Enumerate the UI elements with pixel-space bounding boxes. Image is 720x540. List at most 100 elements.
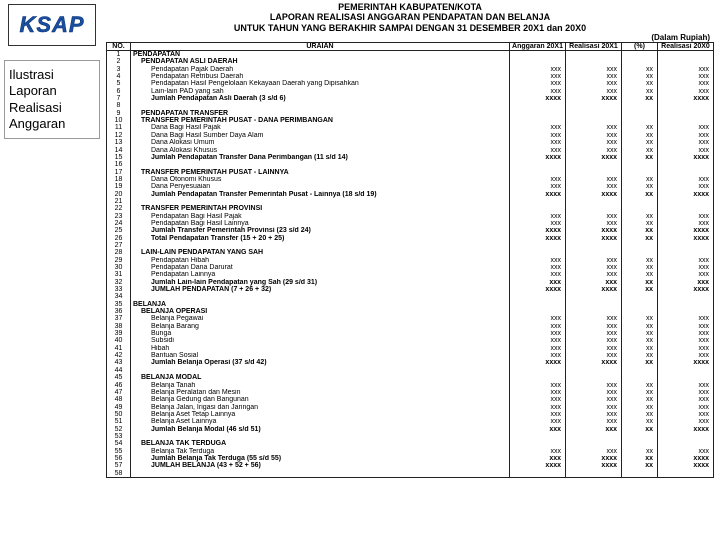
logo: KSAP xyxy=(8,4,96,46)
cell-uraian: Pendapatan Hibah xyxy=(131,257,510,264)
cell-no: 52 xyxy=(107,426,131,433)
table-row: 4Pendapatan Retribusi Daerahxxxxxxxxxxx xyxy=(107,73,714,80)
cell-no: 20 xyxy=(107,191,131,198)
cell-anggaran: xxx xyxy=(510,330,566,337)
cell-real-x0 xyxy=(658,374,714,381)
cell-no: 35 xyxy=(107,301,131,308)
cell-real-x0: xxx xyxy=(658,213,714,220)
cell-no: 9 xyxy=(107,110,131,117)
cell-real-x1: xxx xyxy=(566,271,622,278)
cell-no: 40 xyxy=(107,337,131,344)
cell-no: 15 xyxy=(107,154,131,161)
table-row: 25Jumlah Transfer Pemerintah Provinsi (2… xyxy=(107,227,714,234)
cell-percent: xx xyxy=(622,345,658,352)
cell-anggaran: xxx xyxy=(510,213,566,220)
cell-uraian: Bunga xyxy=(131,330,510,337)
cell-real-x1: xxx xyxy=(566,147,622,154)
cell-percent: xx xyxy=(622,315,658,322)
cell-uraian: Belanja Barang xyxy=(131,323,510,330)
table-row: 5Pendapatan Hasil Pengelolaan Kekayaan D… xyxy=(107,80,714,87)
cell-uraian xyxy=(131,161,510,168)
cell-no: 10 xyxy=(107,117,131,124)
cell-anggaran: xxx xyxy=(510,264,566,271)
cell-real-x1: xxx xyxy=(566,352,622,359)
cell-no: 44 xyxy=(107,367,131,374)
cell-real-x0 xyxy=(658,117,714,124)
cell-real-x0 xyxy=(658,58,714,65)
cell-anggaran: xxx xyxy=(510,73,566,80)
cell-no: 55 xyxy=(107,448,131,455)
cell-percent: xx xyxy=(622,66,658,73)
cell-no: 42 xyxy=(107,352,131,359)
cell-real-x1: xxx xyxy=(566,183,622,190)
cell-real-x0: xxx xyxy=(658,132,714,139)
table-row: 36BELANJA OPERASI xyxy=(107,308,714,315)
table-row: 44 xyxy=(107,367,714,374)
cell-real-x1: xxx xyxy=(566,220,622,227)
table-row: 55Belanja Tak Terdugaxxxxxxxxxxx xyxy=(107,448,714,455)
cell-percent: xx xyxy=(622,124,658,131)
cell-anggaran: xxx xyxy=(510,396,566,403)
cell-real-x1: xxxx xyxy=(566,455,622,462)
table-row: 33JUMLAH PENDAPATAN (7 + 26 + 32)xxxxxxx… xyxy=(107,286,714,293)
cell-anggaran: xxx xyxy=(510,139,566,146)
cell-no: 30 xyxy=(107,264,131,271)
cell-real-x1: xxx xyxy=(566,411,622,418)
cell-uraian: Belanja Peralatan dan Mesin xyxy=(131,389,510,396)
cell-real-x0: xxx xyxy=(658,337,714,344)
cell-real-x1: xxx xyxy=(566,448,622,455)
cell-uraian xyxy=(131,470,510,478)
cell-real-x1 xyxy=(566,293,622,300)
table-row: 48Belanja Gedung dan Bangunanxxxxxxxxxxx xyxy=(107,396,714,403)
cell-uraian xyxy=(131,198,510,205)
cell-no: 53 xyxy=(107,433,131,440)
cell-uraian: Pendapatan Lainnya xyxy=(131,271,510,278)
table-row: 26Total Pendapatan Transfer (15 + 20 + 2… xyxy=(107,235,714,242)
cell-no: 4 xyxy=(107,73,131,80)
cell-no: 46 xyxy=(107,382,131,389)
cell-real-x1: xxx xyxy=(566,66,622,73)
cell-percent: xx xyxy=(622,176,658,183)
cell-anggaran xyxy=(510,205,566,212)
table-row: 15Jumlah Pendapatan Transfer Dana Perimb… xyxy=(107,154,714,161)
table-row: 18Dana Otonomi Khususxxxxxxxxxxx xyxy=(107,176,714,183)
cell-real-x1: xxx xyxy=(566,315,622,322)
cell-no: 51 xyxy=(107,418,131,425)
cell-real-x0: xxx xyxy=(658,382,714,389)
cell-real-x1: xxx xyxy=(566,73,622,80)
cell-no: 27 xyxy=(107,242,131,249)
cell-percent: xx xyxy=(622,426,658,433)
cell-anggaran xyxy=(510,249,566,256)
table-row: 12Dana Bagi Hasil Sumber Daya Alamxxxxxx… xyxy=(107,132,714,139)
table-row: 47Belanja Peralatan dan Mesinxxxxxxxxxxx xyxy=(107,389,714,396)
cell-percent: xx xyxy=(622,95,658,102)
cell-uraian: Dana Alokasi Khusus xyxy=(131,147,510,154)
header-line-1: PEMERINTAH KABUPATEN/KOTA xyxy=(106,2,714,12)
cell-anggaran: xxx xyxy=(510,418,566,425)
cell-real-x1: xxxx xyxy=(566,191,622,198)
cell-uraian: PENDAPATAN TRANSFER xyxy=(131,110,510,117)
cell-real-x0: xxx xyxy=(658,66,714,73)
cell-percent xyxy=(622,51,658,59)
cell-anggaran: xxxx xyxy=(510,227,566,234)
cell-percent: xx xyxy=(622,448,658,455)
table-row: 35BELANJA xyxy=(107,301,714,308)
cell-real-x0: xxx xyxy=(658,345,714,352)
cell-anggaran xyxy=(510,161,566,168)
cell-real-x1 xyxy=(566,242,622,249)
table-row: 11Dana Bagi Hasil Pajakxxxxxxxxxxx xyxy=(107,124,714,131)
cell-uraian: Dana Alokasi Umum xyxy=(131,139,510,146)
cell-percent xyxy=(622,205,658,212)
cell-real-x1 xyxy=(566,110,622,117)
cell-uraian: JUMLAH BELANJA (43 + 52 + 56) xyxy=(131,462,510,469)
cell-percent: xx xyxy=(622,191,658,198)
cell-real-x0: xxxx xyxy=(658,455,714,462)
cell-real-x0: xxx xyxy=(658,404,714,411)
cell-real-x0: xxx xyxy=(658,448,714,455)
cell-real-x0 xyxy=(658,161,714,168)
table-row: 14Dana Alokasi Khususxxxxxxxxxxx xyxy=(107,147,714,154)
cell-no: 12 xyxy=(107,132,131,139)
cell-real-x0: xxxx xyxy=(658,286,714,293)
cell-real-x0 xyxy=(658,293,714,300)
cell-real-x0: xxx xyxy=(658,139,714,146)
